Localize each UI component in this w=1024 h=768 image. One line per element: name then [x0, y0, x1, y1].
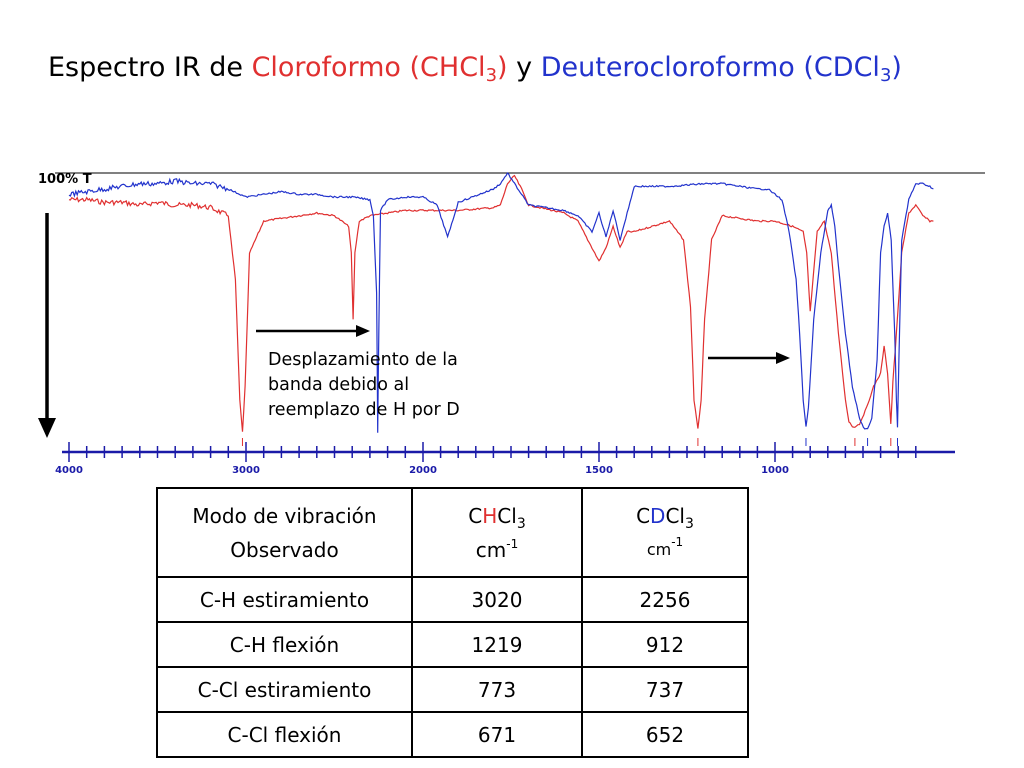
- cell-mode: C-Cl flexión: [156, 711, 413, 758]
- x-tick-label: 1000: [761, 465, 789, 476]
- header-cdcl3: CDCl3 cm-1: [581, 487, 749, 578]
- table-row: C-Cl estiramiento 773 737: [156, 666, 749, 713]
- transmittance-axis-arrowhead: [38, 418, 56, 438]
- header-chcl3-unit: cm-1: [413, 533, 581, 567]
- title-chcl3-name: Cloroformo (CHCl: [251, 52, 486, 83]
- x-tick-label: 1500: [585, 465, 613, 476]
- header-cdcl3-unit: cm-1: [583, 533, 747, 567]
- cell-cdcl3: 737: [581, 666, 749, 713]
- x-axis: 4000 3000 2000 1500 1000: [55, 442, 955, 476]
- table-row: C-Cl flexión 671 652: [156, 711, 749, 758]
- title-prefix: Espectro IR de: [48, 52, 252, 83]
- formula-h: H: [482, 503, 498, 528]
- title-connector: y: [507, 52, 541, 83]
- header-cdcl3-formula: CDCl3: [583, 499, 747, 533]
- table-row: C-H estiramiento 3020 2256: [156, 576, 749, 623]
- series-line-cdcl3: [68, 171, 934, 433]
- header-mode-line1: Modo de vibración: [192, 503, 377, 528]
- annotation-line: reemplazo de H por D: [268, 400, 460, 420]
- x-tick-label: 3000: [232, 465, 260, 476]
- ir-spectrum-chart: 100% T 4000 3000 2000 1500 1000: [38, 171, 985, 476]
- title-chcl3-subscript: 3: [485, 65, 498, 86]
- title-cdcl3-close: ): [891, 52, 902, 83]
- series-layer: [68, 171, 934, 446]
- unit-text: cm: [475, 537, 507, 562]
- band-shift-arrows: [256, 325, 790, 364]
- table-row: C-H flexión 1219 912: [156, 621, 749, 668]
- cell-chcl3: 773: [411, 666, 583, 713]
- band-shift-annotation: Desplazamiento de la banda debido al ree…: [268, 348, 528, 423]
- header-chcl3-formula: CHCl3: [413, 499, 581, 533]
- header-vibration-mode: Modo de vibración Observado: [156, 487, 413, 578]
- cell-mode: C-H estiramiento: [156, 576, 413, 623]
- cell-mode: C-H flexión: [156, 621, 413, 668]
- formula-c: C: [468, 503, 483, 528]
- unit-exponent: -1: [671, 534, 684, 549]
- formula-cl: Cl: [665, 503, 685, 528]
- formula-subscript: 3: [516, 515, 526, 532]
- annotation-line: banda debido al: [268, 375, 410, 395]
- cell-chcl3: 3020: [411, 576, 583, 623]
- formula-c: C: [636, 503, 651, 528]
- title-cdcl3-subscript: 3: [879, 65, 892, 86]
- cell-cdcl3: 2256: [581, 576, 749, 623]
- formula-subscript: 3: [684, 515, 694, 532]
- formula-d: D: [650, 503, 666, 528]
- cell-cdcl3: 652: [581, 711, 749, 758]
- cell-cdcl3: 912: [581, 621, 749, 668]
- title-cdcl3-name: Deuterocloroformo (CDCl: [540, 52, 880, 83]
- annotation-line: Desplazamiento de la: [268, 350, 458, 370]
- cell-chcl3: 671: [411, 711, 583, 758]
- shift-arrowhead: [776, 352, 790, 364]
- header-mode-line2: Observado: [230, 537, 339, 562]
- title-chcl3: Cloroformo (CHCl3): [251, 52, 508, 86]
- table-header-row: Modo de vibración Observado CHCl3 cm-1 C…: [156, 487, 749, 578]
- shift-arrowhead: [356, 325, 370, 337]
- title-chcl3-close: ): [497, 52, 508, 83]
- cell-mode: C-Cl estiramiento: [156, 666, 413, 713]
- series-line-chcl3: [68, 174, 934, 432]
- unit-text: cm: [646, 539, 672, 559]
- x-tick-label: 4000: [55, 465, 83, 476]
- formula-cl: Cl: [497, 503, 517, 528]
- slide-title: Espectro IR de Cloroformo (CHCl3) y Deut…: [48, 52, 1008, 86]
- title-cdcl3: Deuterocloroformo (CDCl3): [540, 52, 902, 86]
- y-axis-label: 100% T: [38, 172, 92, 187]
- vibration-mode-table: Modo de vibración Observado CHCl3 cm-1 C…: [156, 487, 749, 758]
- x-tick-label: 2000: [409, 465, 437, 476]
- header-chcl3: CHCl3 cm-1: [411, 487, 583, 578]
- cell-chcl3: 1219: [411, 621, 583, 668]
- unit-exponent: -1: [506, 536, 519, 551]
